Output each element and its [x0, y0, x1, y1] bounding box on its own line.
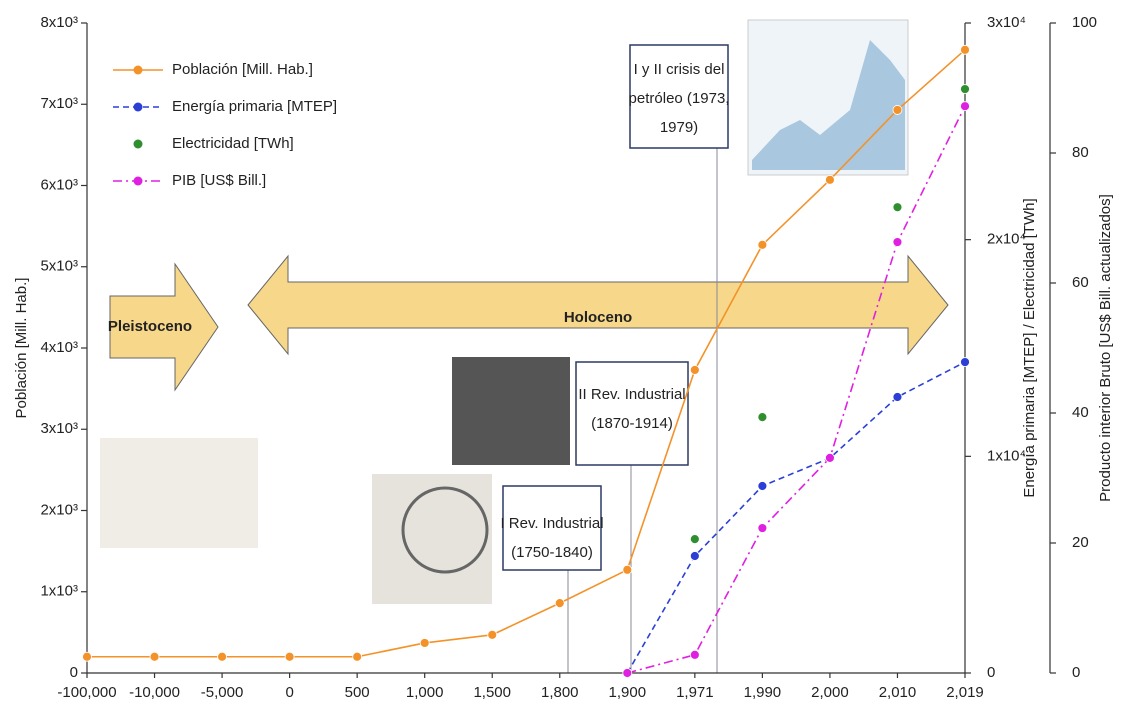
engine-wheel [401, 486, 489, 574]
inset-image-area [752, 40, 905, 170]
data-point [622, 668, 633, 678]
y2-axis-title: Energía primaria [MTEP] / Electricidad [… [1021, 198, 1038, 497]
data-point [284, 651, 295, 662]
data-point [960, 357, 970, 367]
data-point [960, 44, 970, 55]
x-tick-label: 500 [345, 684, 370, 701]
evolution-image [100, 438, 258, 548]
engine-image [372, 474, 492, 604]
legend-label: Energía primaria [MTEP] [172, 98, 337, 115]
data-point [82, 651, 92, 662]
data-point [960, 101, 970, 112]
annotation: Holoceno [564, 309, 632, 326]
legend-marker [133, 65, 143, 75]
data-point [622, 564, 633, 575]
x-tick-label: 1,900 [609, 684, 647, 701]
y-tick-label: 0 [70, 664, 78, 681]
x-tick-label: 1,000 [406, 684, 444, 701]
data-point [689, 551, 700, 561]
y3-tick-label: 20 [1072, 534, 1089, 551]
y-tick-label: 5x10³ [40, 258, 78, 275]
y-tick-label: 2x10³ [40, 501, 78, 518]
legend-marker [133, 139, 143, 149]
annotation-box [575, 361, 689, 466]
series-line [87, 49, 966, 658]
annotation: 1979) [660, 119, 698, 136]
pleistocene-arrow [109, 262, 219, 392]
y3-tick-label: 40 [1072, 404, 1089, 421]
data-point [757, 239, 768, 250]
legend-marker [133, 102, 143, 112]
data-point [352, 651, 363, 662]
annotation-box [502, 485, 602, 571]
y-tick-label: 7x10³ [40, 95, 78, 112]
annotation: Pleistoceno [108, 318, 192, 335]
y3-tick-label: 60 [1072, 274, 1089, 291]
annotation: I y II crisis del [634, 61, 725, 78]
data-point [960, 84, 970, 94]
annotation: (1870-1914) [591, 415, 673, 432]
x-tick-label: -5,000 [201, 684, 244, 701]
y-tick-label: 6x10³ [40, 176, 78, 193]
annotation: II Rev. Industrial [578, 386, 685, 403]
x-tick-label: 1,800 [541, 684, 579, 701]
y3-tick-label: 0 [1072, 664, 1080, 681]
x-tick-label: 0 [285, 684, 293, 701]
holocene-arrow [247, 254, 949, 356]
data-point [892, 392, 903, 402]
x-tick-label: 1,971 [676, 684, 714, 701]
data-point [149, 651, 160, 662]
legend-label: Población [Mill. Hab.] [172, 61, 313, 78]
data-point [892, 105, 903, 115]
data-point [892, 202, 903, 213]
y-tick-label: 4x10³ [40, 339, 78, 356]
annotation: petróleo (1973, [629, 90, 730, 107]
y2-tick-label: 1x10⁴ [987, 447, 1026, 464]
data-point [892, 237, 903, 247]
data-point [487, 629, 498, 640]
car-image [452, 357, 570, 465]
legend-label: PIB [US$ Bill.] [172, 172, 266, 189]
data-point [217, 651, 227, 662]
data-point [757, 412, 768, 423]
legend-marker [133, 176, 143, 186]
data-point [757, 523, 768, 533]
x-tick-label: 1,500 [473, 684, 511, 701]
data-point [689, 365, 700, 375]
series-line [627, 105, 966, 674]
data-point [825, 452, 835, 463]
annotation: I Rev. Industrial [500, 515, 603, 532]
y-tick-label: 3x10³ [40, 420, 78, 437]
data-point [554, 598, 565, 609]
annotation: (1750-1840) [511, 544, 593, 561]
x-tick-label: -10,000 [129, 684, 180, 701]
y2-tick-label: 0 [987, 664, 995, 681]
y3-tick-label: 100 [1072, 14, 1097, 31]
x-tick-label: -100,000 [57, 684, 116, 701]
annotation-box [629, 44, 729, 149]
y-tick-label: 1x10³ [40, 583, 78, 600]
y3-axis-title: Producto interior Bruto [US$ Bill. actua… [1097, 194, 1114, 502]
y3-tick-label: 80 [1072, 144, 1089, 161]
data-point [689, 649, 700, 660]
y-axis-title: Población [Mill. Hab.] [13, 278, 30, 419]
data-point [757, 481, 768, 491]
x-tick-label: 2,019 [946, 684, 984, 701]
y2-tick-label: 3x10⁴ [987, 14, 1026, 31]
x-tick-label: 1,990 [744, 684, 782, 701]
data-point [689, 534, 700, 544]
legend-label: Electricidad [TWh] [172, 135, 294, 152]
data-point [419, 638, 430, 648]
y-tick-label: 8x10³ [40, 14, 78, 31]
series-line [626, 361, 966, 674]
x-tick-label: 2,010 [879, 684, 917, 701]
x-tick-label: 2,000 [811, 684, 849, 701]
data-point [825, 174, 835, 185]
y2-tick-label: 2x10⁴ [987, 231, 1026, 248]
